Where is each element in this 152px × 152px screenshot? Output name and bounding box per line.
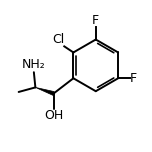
- Text: F: F: [92, 14, 99, 27]
- Polygon shape: [35, 87, 54, 95]
- Text: F: F: [130, 72, 137, 85]
- Text: Cl: Cl: [52, 33, 64, 46]
- Text: NH₂: NH₂: [22, 58, 46, 71]
- Text: OH: OH: [44, 109, 63, 123]
